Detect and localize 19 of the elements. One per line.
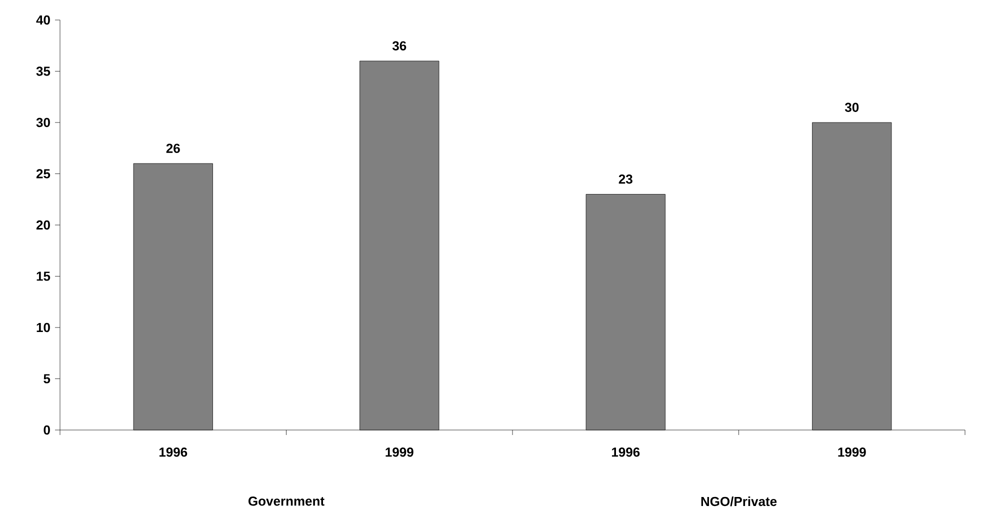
y-tick-label: 20 xyxy=(36,220,50,230)
y-tick-label: 0 xyxy=(44,425,50,435)
y-tick-label: 35 xyxy=(36,66,50,76)
data-label: 30 xyxy=(844,102,859,112)
y-tick-label: 15 xyxy=(36,272,50,281)
y-tick-label: 40 xyxy=(36,15,50,25)
y-tick-label: 5 xyxy=(44,374,50,384)
data-label: 36 xyxy=(392,41,406,50)
data-label: 23 xyxy=(618,174,632,184)
y-tick-label: 30 xyxy=(36,118,50,128)
data-label: 26 xyxy=(166,144,180,153)
text: NGO/Private xyxy=(701,496,777,506)
text: Government xyxy=(248,496,324,506)
x-tick-label: 1999 xyxy=(838,448,866,457)
x-tick-label: 1996 xyxy=(159,448,188,457)
x-tick-label: 1996 xyxy=(612,448,640,457)
y-tick-label: 10 xyxy=(36,322,50,332)
y-tick-label: 25 xyxy=(36,169,50,178)
x-tick-label: 1999 xyxy=(386,448,414,457)
